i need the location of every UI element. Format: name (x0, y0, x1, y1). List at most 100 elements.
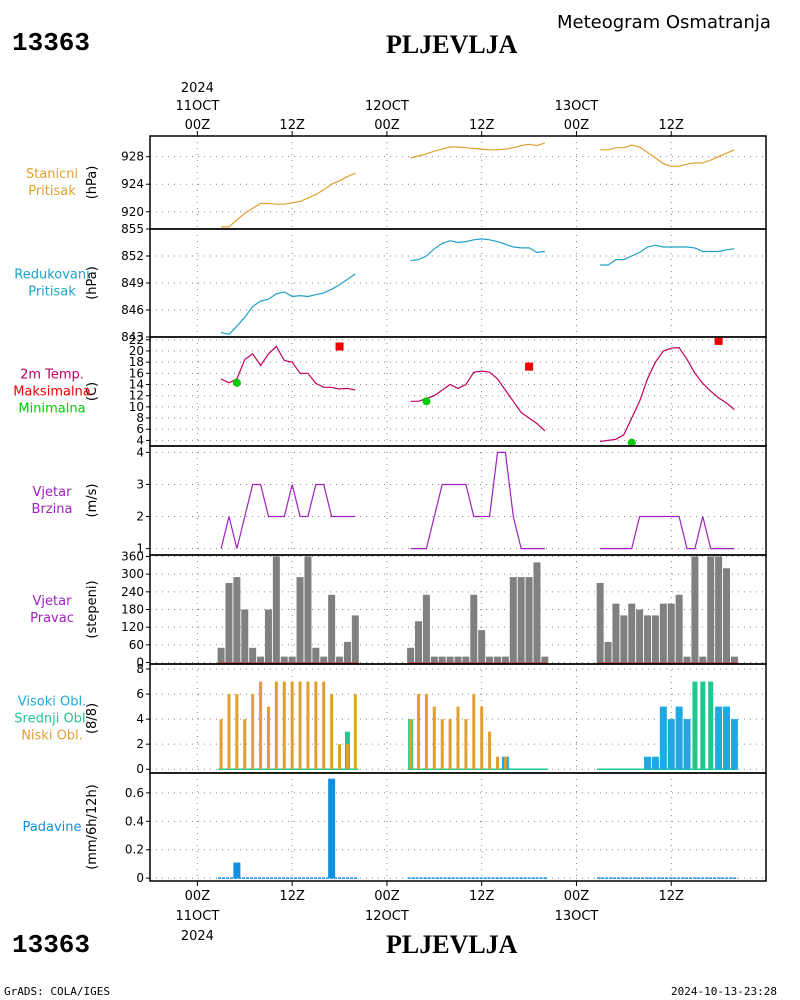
direction-bar (272, 556, 280, 663)
y-tick-label: 0 (136, 871, 144, 885)
y-tick-label: 2 (136, 737, 144, 751)
cloud-bar (314, 681, 318, 770)
panel-label: Visoki Obl. (18, 695, 86, 710)
y-tick-label: 0 (136, 656, 144, 670)
panel-vjetar-brzina: 1 2 3 4 (m/s) Vjetar Brzina (32, 445, 767, 556)
direction-bar (407, 647, 415, 663)
cloud-bar (667, 719, 675, 770)
series-line (220, 345, 356, 391)
direction-bar (596, 582, 604, 663)
panel-label: Pritisak (28, 184, 76, 199)
y-tick-label: 8 (136, 411, 144, 425)
station-id-bottom: 13363 (12, 930, 91, 960)
cloud-bar (651, 756, 659, 770)
direction-bar (249, 647, 257, 663)
cloud-bar (440, 719, 444, 770)
date-label-top: 13OCT (555, 99, 599, 114)
cloud-bar (675, 706, 683, 770)
direction-bar (541, 656, 549, 663)
y-tick-label: 1 (136, 542, 144, 556)
direction-bar (430, 656, 438, 663)
y-tick-label: 0 (136, 762, 144, 776)
panel-label: Srednji Obl. (14, 712, 89, 727)
y-tick-label: 120 (121, 620, 144, 634)
direction-bar (730, 656, 738, 663)
max-temp-marker (714, 336, 723, 345)
series-line (600, 244, 735, 266)
cloud-bar (409, 719, 413, 770)
y-tick-label: 849 (121, 276, 144, 290)
station-name: PLJEVLJA (386, 30, 518, 59)
y-tick-label: 0.2 (125, 843, 144, 857)
cloud-bar (424, 694, 428, 770)
direction-bar (517, 577, 525, 663)
cloud-bar (700, 681, 706, 770)
direction-bar (604, 641, 612, 663)
y-tick-label: 360 (121, 549, 144, 563)
min-temp-marker (422, 397, 431, 406)
panel-frame (149, 772, 767, 882)
direction-bar (683, 656, 691, 663)
direction-bar (422, 594, 430, 663)
cloud-bar (251, 694, 255, 770)
footer-credit: GrADS: COLA/IGES (4, 985, 110, 998)
cloud-bar (322, 681, 326, 770)
date-label-bottom: 11OCT (175, 909, 219, 924)
y-tick-label: 4 (136, 433, 144, 447)
y-axis-label: (hPa) (85, 266, 100, 300)
panel-label: Maksimalna (13, 385, 91, 400)
y-tick-label: 6 (136, 422, 144, 436)
min-temp-marker (232, 378, 241, 387)
panel-label: Stanicni (26, 167, 78, 182)
y-tick-label: 180 (121, 603, 144, 617)
y-tick-label: 14 (129, 378, 144, 392)
direction-bar (343, 641, 351, 663)
cloud-bar (345, 744, 349, 770)
cloud-bar (683, 719, 691, 770)
direction-bar (264, 609, 272, 663)
cloud-bar (243, 719, 247, 770)
footer-timestamp: 2024-10-13-23:28 (671, 985, 777, 998)
direction-bar (217, 647, 225, 663)
year-label-top: 2024 (181, 81, 214, 96)
panel-label: Pritisak (28, 285, 76, 300)
y-tick-label: 924 (121, 177, 144, 191)
direction-bar (257, 656, 265, 663)
y-tick-label: 920 (121, 205, 144, 219)
cloud-bar (219, 719, 223, 770)
time-label-bottom: 00Z (374, 889, 400, 904)
y-tick-label: 4 (136, 445, 144, 459)
y-tick-label: 18 (129, 355, 144, 369)
direction-bar (462, 656, 470, 663)
panel-label: Brzina (32, 502, 73, 517)
direction-bar (225, 582, 233, 663)
y-tick-label: 3 (136, 477, 144, 491)
y-tick-label: 2 (136, 510, 144, 524)
direction-bar (320, 656, 328, 663)
cloud-bar (266, 706, 270, 770)
precip-bar (328, 778, 336, 879)
series-line (410, 451, 545, 550)
series-line (220, 483, 356, 549)
cloud-bar (259, 681, 263, 770)
cloud-bar (644, 756, 652, 770)
time-label-bottom: 12Z (279, 889, 305, 904)
direction-bar (675, 594, 683, 663)
direction-bar (644, 615, 652, 663)
direction-bar (351, 615, 359, 663)
series-line (410, 370, 546, 432)
y-axis-label: (C) (85, 382, 100, 401)
direction-bar (659, 603, 667, 663)
time-label-bottom: 12Z (469, 889, 495, 904)
y-tick-label: 20 (129, 344, 144, 358)
station-name-bottom: PLJEVLJA (386, 930, 518, 959)
direction-bar (707, 556, 715, 663)
direction-bar (454, 656, 462, 663)
cloud-bar (274, 681, 278, 770)
direction-bar (470, 594, 478, 663)
cloud-bar (353, 694, 357, 770)
direction-bar (415, 621, 423, 663)
y-tick-label: 843 (121, 330, 144, 344)
time-label-bottom: 00Z (185, 889, 211, 904)
